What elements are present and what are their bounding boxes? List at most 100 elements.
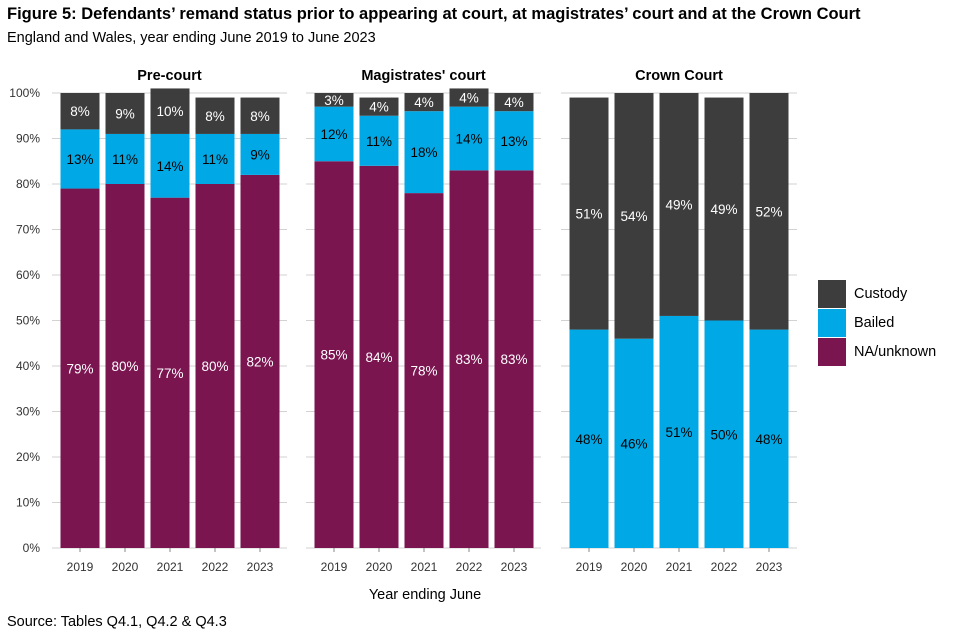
x-tick-label: 2020 <box>366 560 393 574</box>
data-label: 51% <box>575 207 602 222</box>
data-label: 10% <box>156 104 183 119</box>
legend-item-custody: Custody <box>818 279 936 308</box>
data-label: 84% <box>365 350 392 365</box>
data-label: 52% <box>755 204 782 219</box>
x-tick-label: 2023 <box>501 560 528 574</box>
x-tick-label: 2021 <box>157 560 184 574</box>
x-tick-label: 2019 <box>67 560 94 574</box>
bar-segment-na-unknown <box>150 197 190 548</box>
x-tick-label: 2022 <box>711 560 738 574</box>
legend-item-na-unknown: NA/unknown <box>818 337 936 366</box>
data-label: 85% <box>320 348 347 363</box>
bar-segment-custody <box>569 97 609 330</box>
bar-segment-na-unknown <box>60 188 100 549</box>
legend-swatch-na-unknown <box>818 337 846 366</box>
data-label: 18% <box>410 145 437 160</box>
bar-segment-custody <box>60 93 100 130</box>
x-tick-label: 2022 <box>202 560 229 574</box>
x-tick-label: 2021 <box>666 560 693 574</box>
data-label: 14% <box>455 132 482 147</box>
data-label: 80% <box>201 359 228 374</box>
bar-segment-custody <box>449 88 489 107</box>
bar-segment-bailed <box>60 129 100 189</box>
legend-item-bailed: Bailed <box>818 308 936 337</box>
data-label: 13% <box>66 152 93 167</box>
data-label: 51% <box>665 425 692 440</box>
data-label: 48% <box>575 432 602 447</box>
bar-segment-na-unknown <box>494 170 534 548</box>
source-note: Source: Tables Q4.1, Q4.2 & Q4.3 <box>7 614 227 630</box>
x-tick-label: 2021 <box>411 560 438 574</box>
bar-segment-custody <box>195 97 235 134</box>
bar-segment-custody <box>614 93 654 339</box>
bar-segment-bailed <box>359 115 399 166</box>
data-label: 3% <box>324 93 344 108</box>
legend-swatch-custody <box>818 279 846 308</box>
y-tick-label: 20% <box>16 450 40 464</box>
legend-label-bailed: Bailed <box>854 314 895 331</box>
bar-segment-na-unknown <box>195 184 235 548</box>
x-axis-title: Year ending June <box>369 587 481 603</box>
data-label: 8% <box>70 104 90 119</box>
bar-segment-bailed <box>240 133 280 175</box>
y-tick-label: 100% <box>9 86 40 100</box>
data-label: 4% <box>459 91 479 106</box>
bar-segment-bailed <box>569 329 609 548</box>
data-label: 79% <box>66 361 93 376</box>
bar-segment-custody <box>359 97 399 116</box>
bar-segment-na-unknown <box>449 170 489 548</box>
bar-segment-bailed <box>494 111 534 171</box>
data-label: 77% <box>156 366 183 381</box>
y-tick-label: 10% <box>16 496 40 510</box>
bar-segment-custody <box>150 88 190 134</box>
data-label: 14% <box>156 159 183 174</box>
bar-segment-bailed <box>150 133 190 198</box>
data-label: 54% <box>620 209 647 224</box>
bar-segment-na-unknown <box>240 174 280 548</box>
bar-segment-custody <box>105 93 145 134</box>
legend: Custody Bailed NA/unknown <box>818 279 936 366</box>
y-tick-label: 60% <box>16 268 40 282</box>
bar-segment-custody <box>404 93 444 112</box>
bar-segment-bailed <box>614 338 654 548</box>
bar-segment-custody <box>704 97 744 321</box>
data-label: 46% <box>620 436 647 451</box>
data-label: 12% <box>320 127 347 142</box>
bar-segment-bailed <box>449 106 489 171</box>
data-label: 11% <box>112 152 138 167</box>
data-label: 80% <box>111 359 138 374</box>
bar-segment-bailed <box>105 133 145 184</box>
data-label: 8% <box>205 109 225 124</box>
data-label: 4% <box>504 95 524 110</box>
data-label: 4% <box>414 95 434 110</box>
bar-segment-custody <box>240 97 280 134</box>
bar-segment-na-unknown <box>105 184 145 548</box>
panel-title: Magistrates' court <box>361 68 485 84</box>
bar-segment-bailed <box>314 106 354 162</box>
x-tick-label: 2019 <box>576 560 603 574</box>
data-label: 78% <box>410 364 437 379</box>
chart-title: Figure 5: Defendants’ remand status prio… <box>7 5 861 23</box>
bar-segment-bailed <box>195 133 235 184</box>
bar-segment-bailed <box>404 111 444 194</box>
x-tick-label: 2020 <box>112 560 139 574</box>
data-label: 49% <box>665 197 692 212</box>
legend-label-custody: Custody <box>854 285 908 302</box>
data-label: 48% <box>755 432 782 447</box>
data-label: 13% <box>500 134 527 149</box>
data-label: 82% <box>246 354 273 369</box>
data-label: 49% <box>710 202 737 217</box>
y-tick-label: 50% <box>16 314 40 328</box>
x-tick-label: 2023 <box>756 560 783 574</box>
data-label: 9% <box>115 106 135 121</box>
bar-segment-custody <box>659 93 699 316</box>
x-tick-label: 2023 <box>247 560 274 574</box>
panel-title: Pre-court <box>137 68 202 84</box>
x-tick-label: 2019 <box>321 560 348 574</box>
x-tick-label: 2022 <box>456 560 483 574</box>
bar-segment-bailed <box>659 315 699 548</box>
bar-segment-na-unknown <box>359 165 399 549</box>
data-label: 8% <box>250 109 270 124</box>
panel-title: Crown Court <box>635 68 723 84</box>
